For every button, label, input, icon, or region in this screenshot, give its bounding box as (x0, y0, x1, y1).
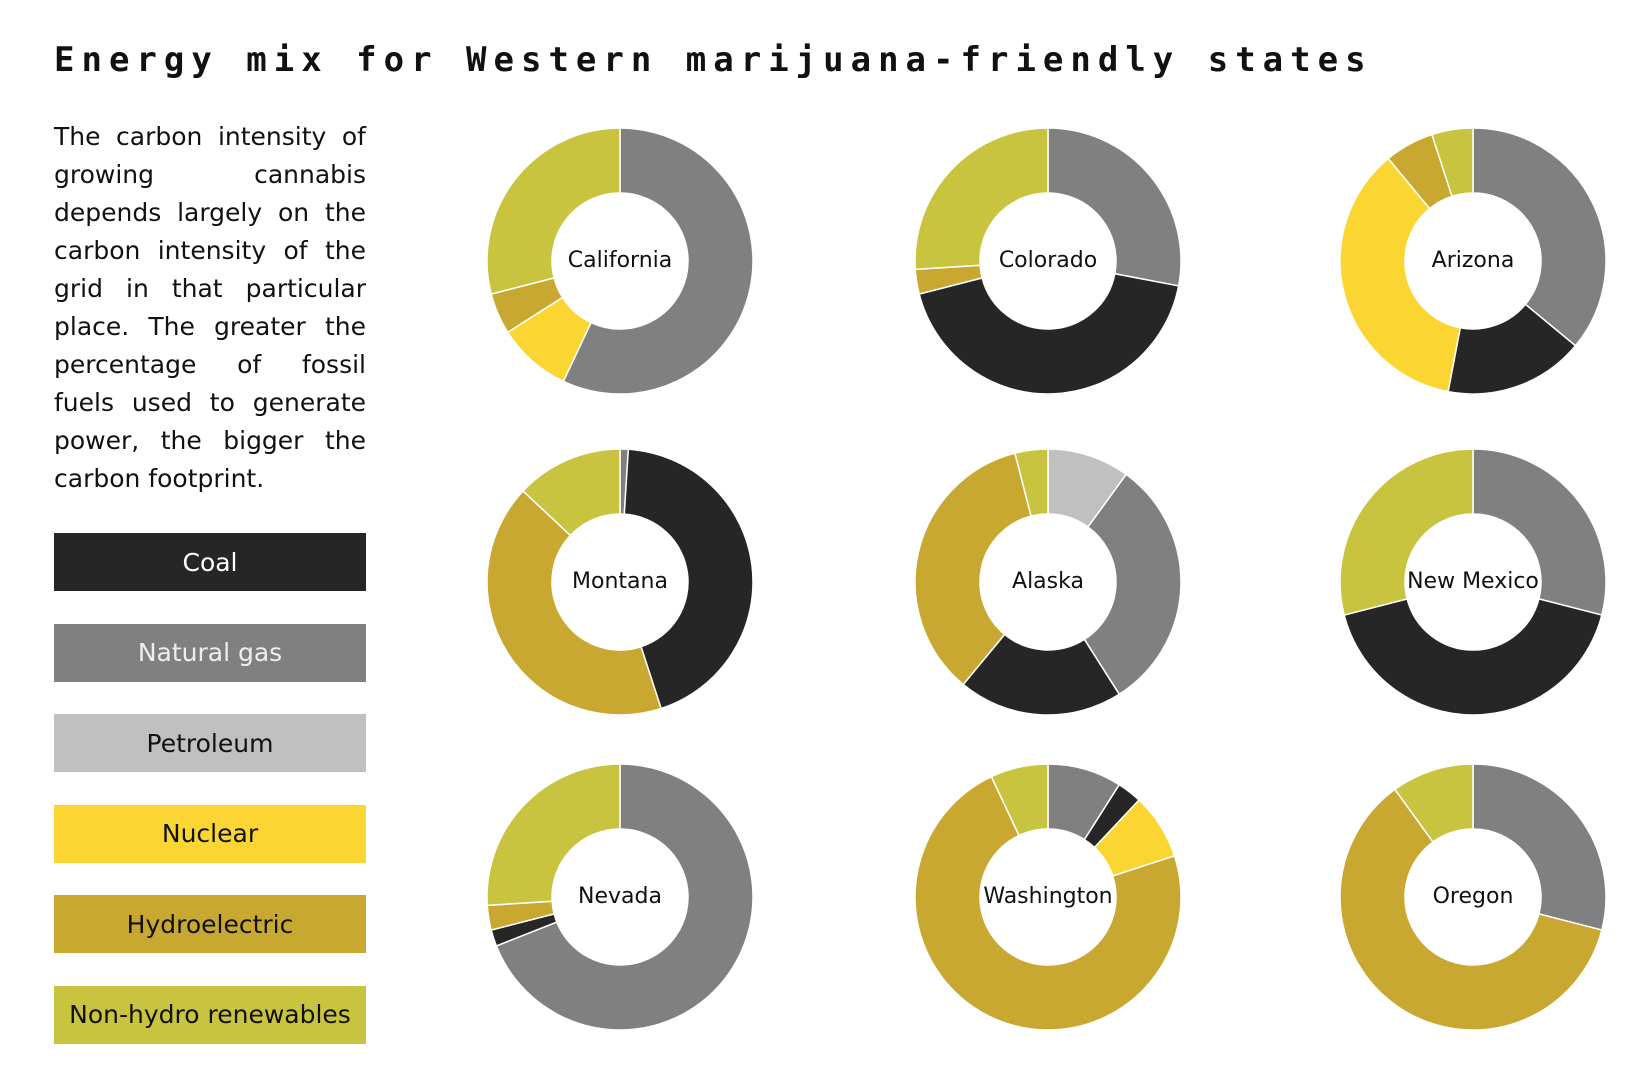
legend-entry: Petroleum (54, 714, 366, 772)
donut-segment (1472, 448, 1607, 616)
donut-segment (1339, 157, 1462, 393)
donut-segment (1472, 763, 1607, 931)
donut-label: Oregon (1433, 884, 1514, 909)
donut-label: Arizona (1432, 248, 1515, 273)
legend-entry: Coal (54, 533, 366, 591)
donut-segment (1343, 597, 1603, 716)
donut-segment (1339, 448, 1474, 616)
donut-segment (990, 763, 1049, 837)
donut-segment (1047, 127, 1182, 287)
donut-segment (486, 127, 621, 295)
legend-entry: Hydroelectric (54, 895, 366, 953)
legend-entry: Natural gas (54, 623, 366, 682)
donut-segment (1339, 788, 1603, 1031)
donut-label: New Mexico (1407, 569, 1539, 594)
donut-segment (914, 452, 1033, 686)
donut-segment (623, 448, 754, 710)
donut-segment (1393, 763, 1474, 844)
donut-label: Alaska (1012, 569, 1084, 594)
title: Energy mix for Western marijuana-friendl… (54, 40, 1373, 80)
donut-label: Montana (572, 569, 668, 594)
description: The carbon intensity of growing cannabis… (54, 122, 366, 493)
donut-segment (486, 763, 621, 907)
donut-segment (918, 272, 1180, 395)
legend-entry: Nuclear (54, 804, 366, 863)
donut-segment (1430, 127, 1474, 198)
donut-segment (1083, 473, 1182, 696)
donut-segment (1472, 127, 1607, 347)
donut-label: Nevada (578, 884, 662, 909)
donut-segment (914, 775, 1182, 1031)
donut-label: California (568, 248, 672, 273)
donut-label: Colorado (999, 248, 1097, 273)
donut-segment (521, 448, 621, 537)
donut-segment (914, 127, 1049, 271)
donut-segment (1014, 448, 1049, 518)
donut-segment (562, 127, 754, 395)
donut-segment (486, 489, 663, 716)
donut-segment (495, 763, 754, 1031)
legend-entry: Non-hydro renewables (54, 985, 366, 1044)
donut-segment (962, 633, 1121, 716)
donut-label: Washington (983, 884, 1112, 909)
